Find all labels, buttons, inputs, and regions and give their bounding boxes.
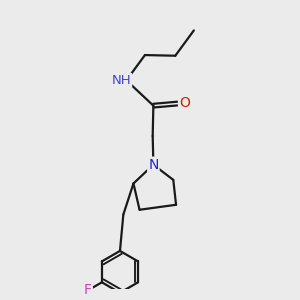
Text: O: O xyxy=(179,96,190,110)
Text: N: N xyxy=(148,158,159,172)
Text: NH: NH xyxy=(112,74,131,87)
Text: F: F xyxy=(84,284,92,297)
